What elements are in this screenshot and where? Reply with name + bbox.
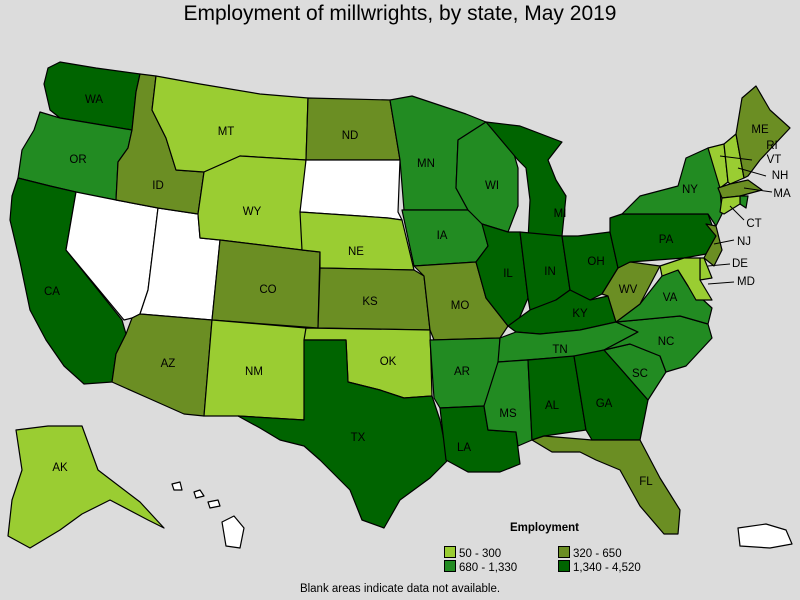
state-AL[interactable] (527, 355, 587, 441)
state-SD[interactable] (299, 159, 403, 221)
legend-label-2: 320 - 650 (573, 548, 622, 560)
state-label-wy: WY (243, 206, 262, 218)
state-label-ia: IA (437, 230, 448, 242)
state-label-tn: TN (552, 344, 567, 356)
state-label-oh: OH (587, 256, 604, 268)
leader-line-de (707, 263, 731, 267)
legend: Employment 50 - 300 320 - 650 680 - 1,33… (444, 520, 704, 576)
leader-line-md (707, 281, 735, 285)
state-label-me: ME (751, 124, 769, 136)
state-label-nh: NH (772, 170, 789, 182)
state-label-mo: MO (451, 300, 470, 312)
state-HI[interactable] (171, 481, 245, 549)
state-label-ks: KS (362, 296, 378, 308)
state-label-az: AZ (161, 358, 176, 370)
state-MT[interactable] (151, 75, 309, 173)
leader-line-ct (729, 205, 745, 221)
state-label-wa: WA (85, 94, 103, 106)
state-label-sc: SC (632, 368, 648, 380)
legend-item-4: 1,340 - 4,520 (558, 560, 641, 574)
state-label-id: ID (152, 180, 164, 192)
state-label-al: AL (545, 400, 560, 412)
state-ME[interactable] (735, 85, 791, 179)
state-label-mi: MI (554, 208, 567, 220)
state-label-il: IL (503, 268, 513, 280)
state-AK[interactable] (7, 425, 165, 549)
state-label-mn: MN (417, 158, 435, 170)
state-label-md: MD (737, 276, 755, 288)
state-label-wv: WV (619, 284, 638, 296)
state-PR[interactable] (737, 523, 793, 549)
state-label-or: OR (69, 154, 86, 166)
leader-line-nj (713, 239, 735, 245)
state-WY[interactable] (197, 155, 307, 251)
map-title: Employment of millwrights, by state, May… (183, 2, 617, 25)
state-label-nm: NM (245, 366, 263, 378)
state-NH[interactable] (723, 133, 745, 185)
state-FL[interactable] (531, 435, 681, 535)
state-label-ar: AR (454, 366, 470, 378)
state-label-ga: GA (596, 398, 613, 410)
state-label-ne: NE (348, 246, 364, 258)
state-label-mt: MT (218, 126, 235, 138)
state-label-tx: TX (351, 432, 366, 444)
state-MI[interactable] (485, 121, 567, 241)
state-label-la: LA (457, 442, 471, 454)
legend-item-3: 680 - 1,330 (444, 560, 517, 574)
legend-swatch-1 (444, 546, 456, 558)
legend-title: Employment (510, 522, 580, 534)
state-MD[interactable] (659, 257, 713, 301)
state-label-ok: OK (380, 356, 397, 368)
state-label-co: CO (259, 284, 276, 296)
legend-item-1: 50 - 300 (444, 546, 501, 560)
state-label-va: VA (663, 292, 678, 304)
leader-line-ma (743, 187, 773, 193)
state-CT[interactable] (719, 195, 741, 215)
state-label-wi: WI (485, 180, 499, 192)
state-label-nc: NC (658, 336, 675, 348)
state-label-fl: FL (639, 476, 653, 488)
state-label-pa: PA (659, 234, 674, 246)
leader-line-vt (719, 155, 753, 161)
legend-swatch-2 (558, 546, 570, 558)
state-label-ri: RI (766, 140, 778, 152)
legend-label-4: 1,340 - 4,520 (573, 562, 641, 574)
state-label-ny: NY (682, 184, 698, 196)
state-label-vt: VT (767, 154, 782, 166)
state-label-ma: MA (773, 188, 791, 200)
state-label-nd: ND (342, 130, 359, 142)
legend-label-1: 50 - 300 (459, 548, 502, 560)
state-label-de: DE (732, 258, 748, 270)
state-label-ct: CT (746, 218, 761, 230)
state-NJ[interactable] (703, 223, 723, 267)
state-label-ms: MS (499, 408, 517, 420)
state-label-nj: NJ (737, 236, 751, 248)
state-NY[interactable] (621, 147, 723, 227)
state-label-ky: KY (572, 308, 588, 320)
state-label-ca: CA (44, 286, 60, 298)
state-label-in: IN (544, 266, 556, 278)
leader-line-nh (737, 167, 767, 177)
legend-swatch-4 (558, 560, 570, 572)
state-RI[interactable] (739, 195, 749, 209)
data-note: Blank areas indicate data not available. (299, 583, 501, 595)
state-TX[interactable] (237, 339, 449, 529)
state-label-ak: AK (52, 462, 68, 474)
state-ND[interactable] (305, 97, 401, 161)
legend-swatch-3 (444, 560, 456, 572)
legend-item-2: 320 - 650 (558, 546, 622, 560)
legend-label-3: 680 - 1,330 (459, 562, 518, 574)
